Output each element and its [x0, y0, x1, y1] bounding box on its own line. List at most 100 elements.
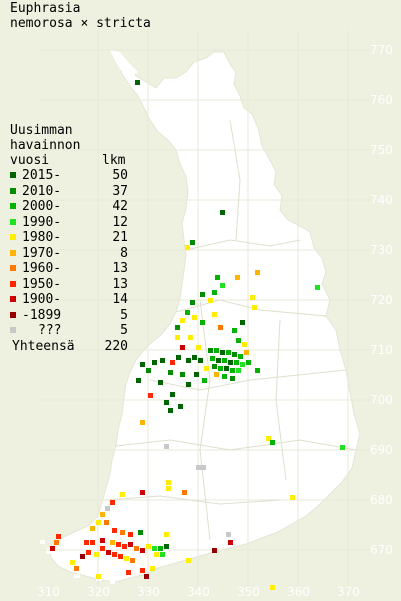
observation-square [148, 393, 153, 398]
observation-square [90, 526, 95, 531]
y-label-670: 670 [370, 543, 393, 557]
title-genus: Euphrasia [10, 1, 81, 16]
observation-square [128, 532, 133, 537]
legend-row: 2000- 42 [10, 199, 128, 215]
legend-count: 21 [112, 230, 128, 245]
legend-total-row: Yhteensä 220 [10, 339, 128, 355]
observation-square [204, 366, 209, 371]
observation-square [120, 492, 125, 497]
legend-row: ??? 5 [10, 323, 128, 339]
observation-square [106, 550, 111, 555]
observation-square [212, 312, 217, 317]
observation-square [218, 366, 223, 371]
observation-square [200, 292, 205, 297]
observation-square [50, 546, 55, 551]
observation-square [218, 325, 223, 330]
observation-square [266, 436, 271, 441]
observation-square [150, 566, 155, 571]
observation-square [160, 358, 165, 363]
observation-square [240, 362, 245, 367]
observation-square [224, 366, 229, 371]
x-axis-labels: 310 320 330 340 350 360 370 [37, 585, 360, 599]
x-label-350: 350 [237, 585, 260, 599]
observation-square [214, 372, 219, 377]
legend-swatch [10, 311, 16, 318]
legend-count: 13 [112, 276, 128, 292]
observation-square [164, 400, 169, 405]
legend-swatch [10, 280, 16, 287]
y-label-760: 760 [370, 93, 393, 107]
observation-square [202, 378, 207, 383]
observation-square [270, 585, 275, 590]
legend-label: -1899 [22, 307, 62, 323]
observation-square [192, 355, 197, 360]
legend-row: 2015- 50 [10, 168, 128, 184]
legend-count: 5 [120, 307, 128, 323]
observation-square [186, 358, 191, 363]
y-label-770: 770 [370, 43, 393, 57]
legend-swatch [10, 327, 16, 333]
legend-count: 12 [112, 214, 128, 230]
observation-square [215, 275, 220, 280]
observation-square [110, 500, 115, 505]
observation-square [315, 285, 320, 290]
legend-swatch [10, 296, 16, 302]
observation-square [140, 568, 145, 573]
legend-swatch [10, 218, 16, 225]
observation-square [180, 372, 185, 377]
observation-square [220, 210, 225, 215]
y-axis-labels: 770 760 750 740 730 720 710 700 690 680 … [370, 43, 393, 557]
observation-square [126, 570, 131, 575]
observation-square [140, 362, 145, 367]
legend-count: 14 [112, 292, 128, 307]
observation-square [86, 550, 91, 555]
legend-swatch [10, 265, 16, 271]
observation-square [212, 364, 217, 369]
observation-square [110, 540, 115, 545]
observation-square [230, 368, 235, 373]
observation-square [196, 465, 201, 470]
observation-square [222, 358, 227, 363]
observation-square [235, 275, 240, 280]
legend-label: 2015- [22, 168, 62, 183]
observation-square [175, 325, 180, 330]
coordinate-grid [40, 30, 370, 590]
observation-square [84, 540, 89, 545]
observation-square [168, 370, 173, 375]
observation-markers [50, 80, 345, 590]
observation-square [140, 548, 145, 553]
title-species: nemorosa × stricta [10, 16, 151, 31]
legend-label: 2010- [22, 183, 62, 199]
observation-square [178, 404, 183, 409]
observation-square [236, 368, 241, 373]
observation-square [136, 378, 141, 383]
legend: Uusimman havainnon vuosi lkm 2015- 50 20… [10, 123, 128, 355]
observation-square [242, 342, 247, 347]
observation-square [170, 360, 175, 365]
legend-heading-1: Uusimman [10, 123, 73, 138]
observation-square [140, 490, 145, 495]
observation-square [255, 270, 260, 275]
legend-row: 1900- 14 [10, 292, 128, 308]
observation-square [230, 376, 235, 381]
map-title: Euphrasia nemorosa × stricta [10, 1, 151, 31]
observation-square [200, 320, 205, 325]
legend-count: 42 [112, 199, 128, 214]
observation-square [228, 540, 233, 545]
observation-square [158, 546, 163, 551]
observation-square [112, 552, 117, 557]
observation-square [198, 358, 203, 363]
observation-square [164, 532, 169, 537]
observation-square [112, 528, 117, 533]
observation-square [80, 554, 85, 559]
observation-square [120, 530, 125, 535]
observation-square [54, 540, 59, 545]
x-label-330: 330 [137, 585, 160, 599]
lapland-arm [110, 50, 138, 78]
legend-swatch [10, 203, 16, 209]
observation-square [116, 542, 121, 547]
observation-square [232, 328, 237, 333]
x-label-310: 310 [37, 585, 60, 599]
observation-square [212, 290, 217, 295]
observation-square [226, 350, 231, 355]
